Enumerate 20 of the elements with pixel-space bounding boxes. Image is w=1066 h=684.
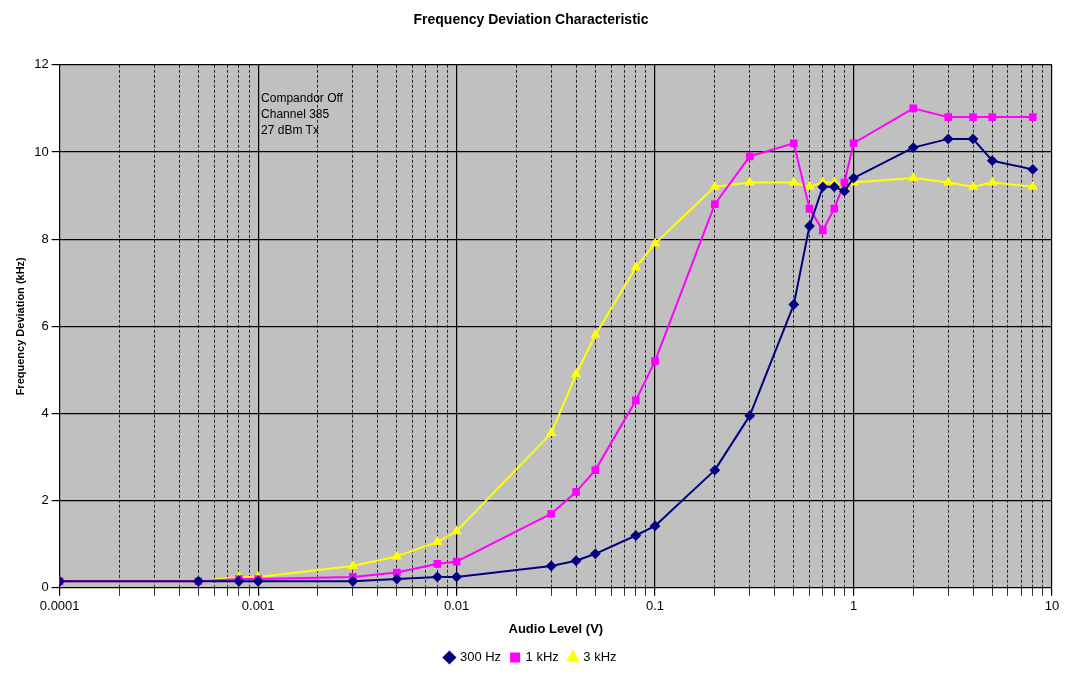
legend-label: 3 kHz xyxy=(583,649,617,665)
y-tick-label: 10 xyxy=(34,143,49,159)
legend-label: 300 Hz xyxy=(459,649,502,665)
y-tick-label: 2 xyxy=(41,492,49,508)
y-tick-label: 4 xyxy=(41,405,49,421)
x-tick-label: 0.0001 xyxy=(39,598,80,614)
x-axis-title: Audio Level (V) xyxy=(508,620,604,636)
y-tick-label: 0 xyxy=(41,579,49,595)
x-tick-label: 0.01 xyxy=(443,598,470,614)
x-tick-label: 0.001 xyxy=(241,598,275,614)
annotation: Compandor Off Channel 385 27 dBm Tx xyxy=(261,91,344,138)
x-tick-label: 0.1 xyxy=(646,598,665,614)
y-tick-label: 6 xyxy=(41,317,49,333)
y-tick-label: 12 xyxy=(34,56,49,72)
chart-title: Frequency Deviation Characteristic xyxy=(413,11,649,28)
x-tick-label: 10 xyxy=(1044,598,1060,614)
x-tick-label: 1 xyxy=(849,598,858,614)
legend-label: 1 kHz xyxy=(525,649,559,665)
y-tick-label: 8 xyxy=(41,230,49,246)
y-axis-title: Frequency Deviation (kHz) xyxy=(13,256,26,396)
